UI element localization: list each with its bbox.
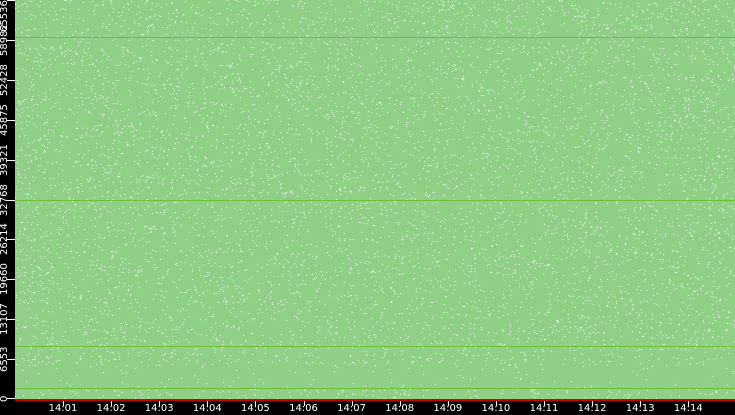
x-tick-label: 14:04 (192, 403, 222, 414)
x-tick-label: 14:07 (337, 403, 367, 414)
y-tick (7, 0, 15, 1)
y-tick-label: 0 (0, 395, 10, 403)
x-tick (303, 401, 305, 406)
x-tick (255, 401, 257, 406)
y-tick-label: 13107 (0, 303, 10, 336)
x-tick (688, 401, 690, 406)
y-tick-label: 32768 (0, 183, 10, 216)
y-tick (7, 79, 15, 81)
x-tick-label: 14:06 (289, 403, 318, 414)
y-tick (7, 119, 15, 121)
x-axis-line (15, 399, 735, 401)
y-tick-label: 6553 (0, 346, 10, 372)
x-tick-label: 14:02 (96, 403, 126, 414)
x-tick-label: 14:14 (673, 403, 703, 414)
x-tick (447, 401, 449, 406)
x-tick-label: 14:09 (433, 403, 463, 414)
x-tick (207, 401, 209, 406)
x-tick-label: 14:12 (577, 403, 607, 414)
x-tick-label: 14:10 (481, 403, 511, 414)
x-tick-label: 14:13 (625, 403, 655, 414)
y-tick (7, 279, 15, 281)
x-tick (544, 401, 545, 406)
x-tick (63, 401, 64, 406)
x-tick (495, 401, 497, 406)
x-tick-label: 14:08 (385, 403, 415, 414)
y-tick-label: 45875 (0, 103, 10, 136)
scatter-points (15, 0, 735, 399)
x-tick (159, 401, 161, 406)
y-tick (7, 398, 15, 399)
x-tick (111, 401, 113, 406)
x-tick (640, 401, 642, 406)
x-tick-label: 14:11 (529, 403, 559, 414)
y-tick (7, 199, 15, 201)
y-tick (7, 319, 15, 321)
horizontal-bands (15, 37, 735, 389)
x-tick (399, 401, 401, 406)
x-tick-label: 14:01 (48, 403, 78, 414)
y-tick-label: 52428 (0, 63, 10, 96)
y-tick (7, 39, 15, 41)
y-tick-label: 26214 (0, 223, 10, 256)
y-tick (7, 359, 15, 361)
y-tick (7, 239, 15, 241)
x-tick (351, 401, 353, 406)
plot-area (15, 0, 735, 399)
x-tick (592, 401, 594, 406)
x-tick-label: 14:05 (240, 403, 270, 414)
y-tick-label: 65536 (0, 0, 10, 32)
y-tick (7, 159, 15, 161)
x-tick-label: 14:03 (144, 403, 174, 414)
y-tick-label: 39321 (0, 143, 10, 176)
y-tick-label: 19660 (0, 263, 10, 296)
